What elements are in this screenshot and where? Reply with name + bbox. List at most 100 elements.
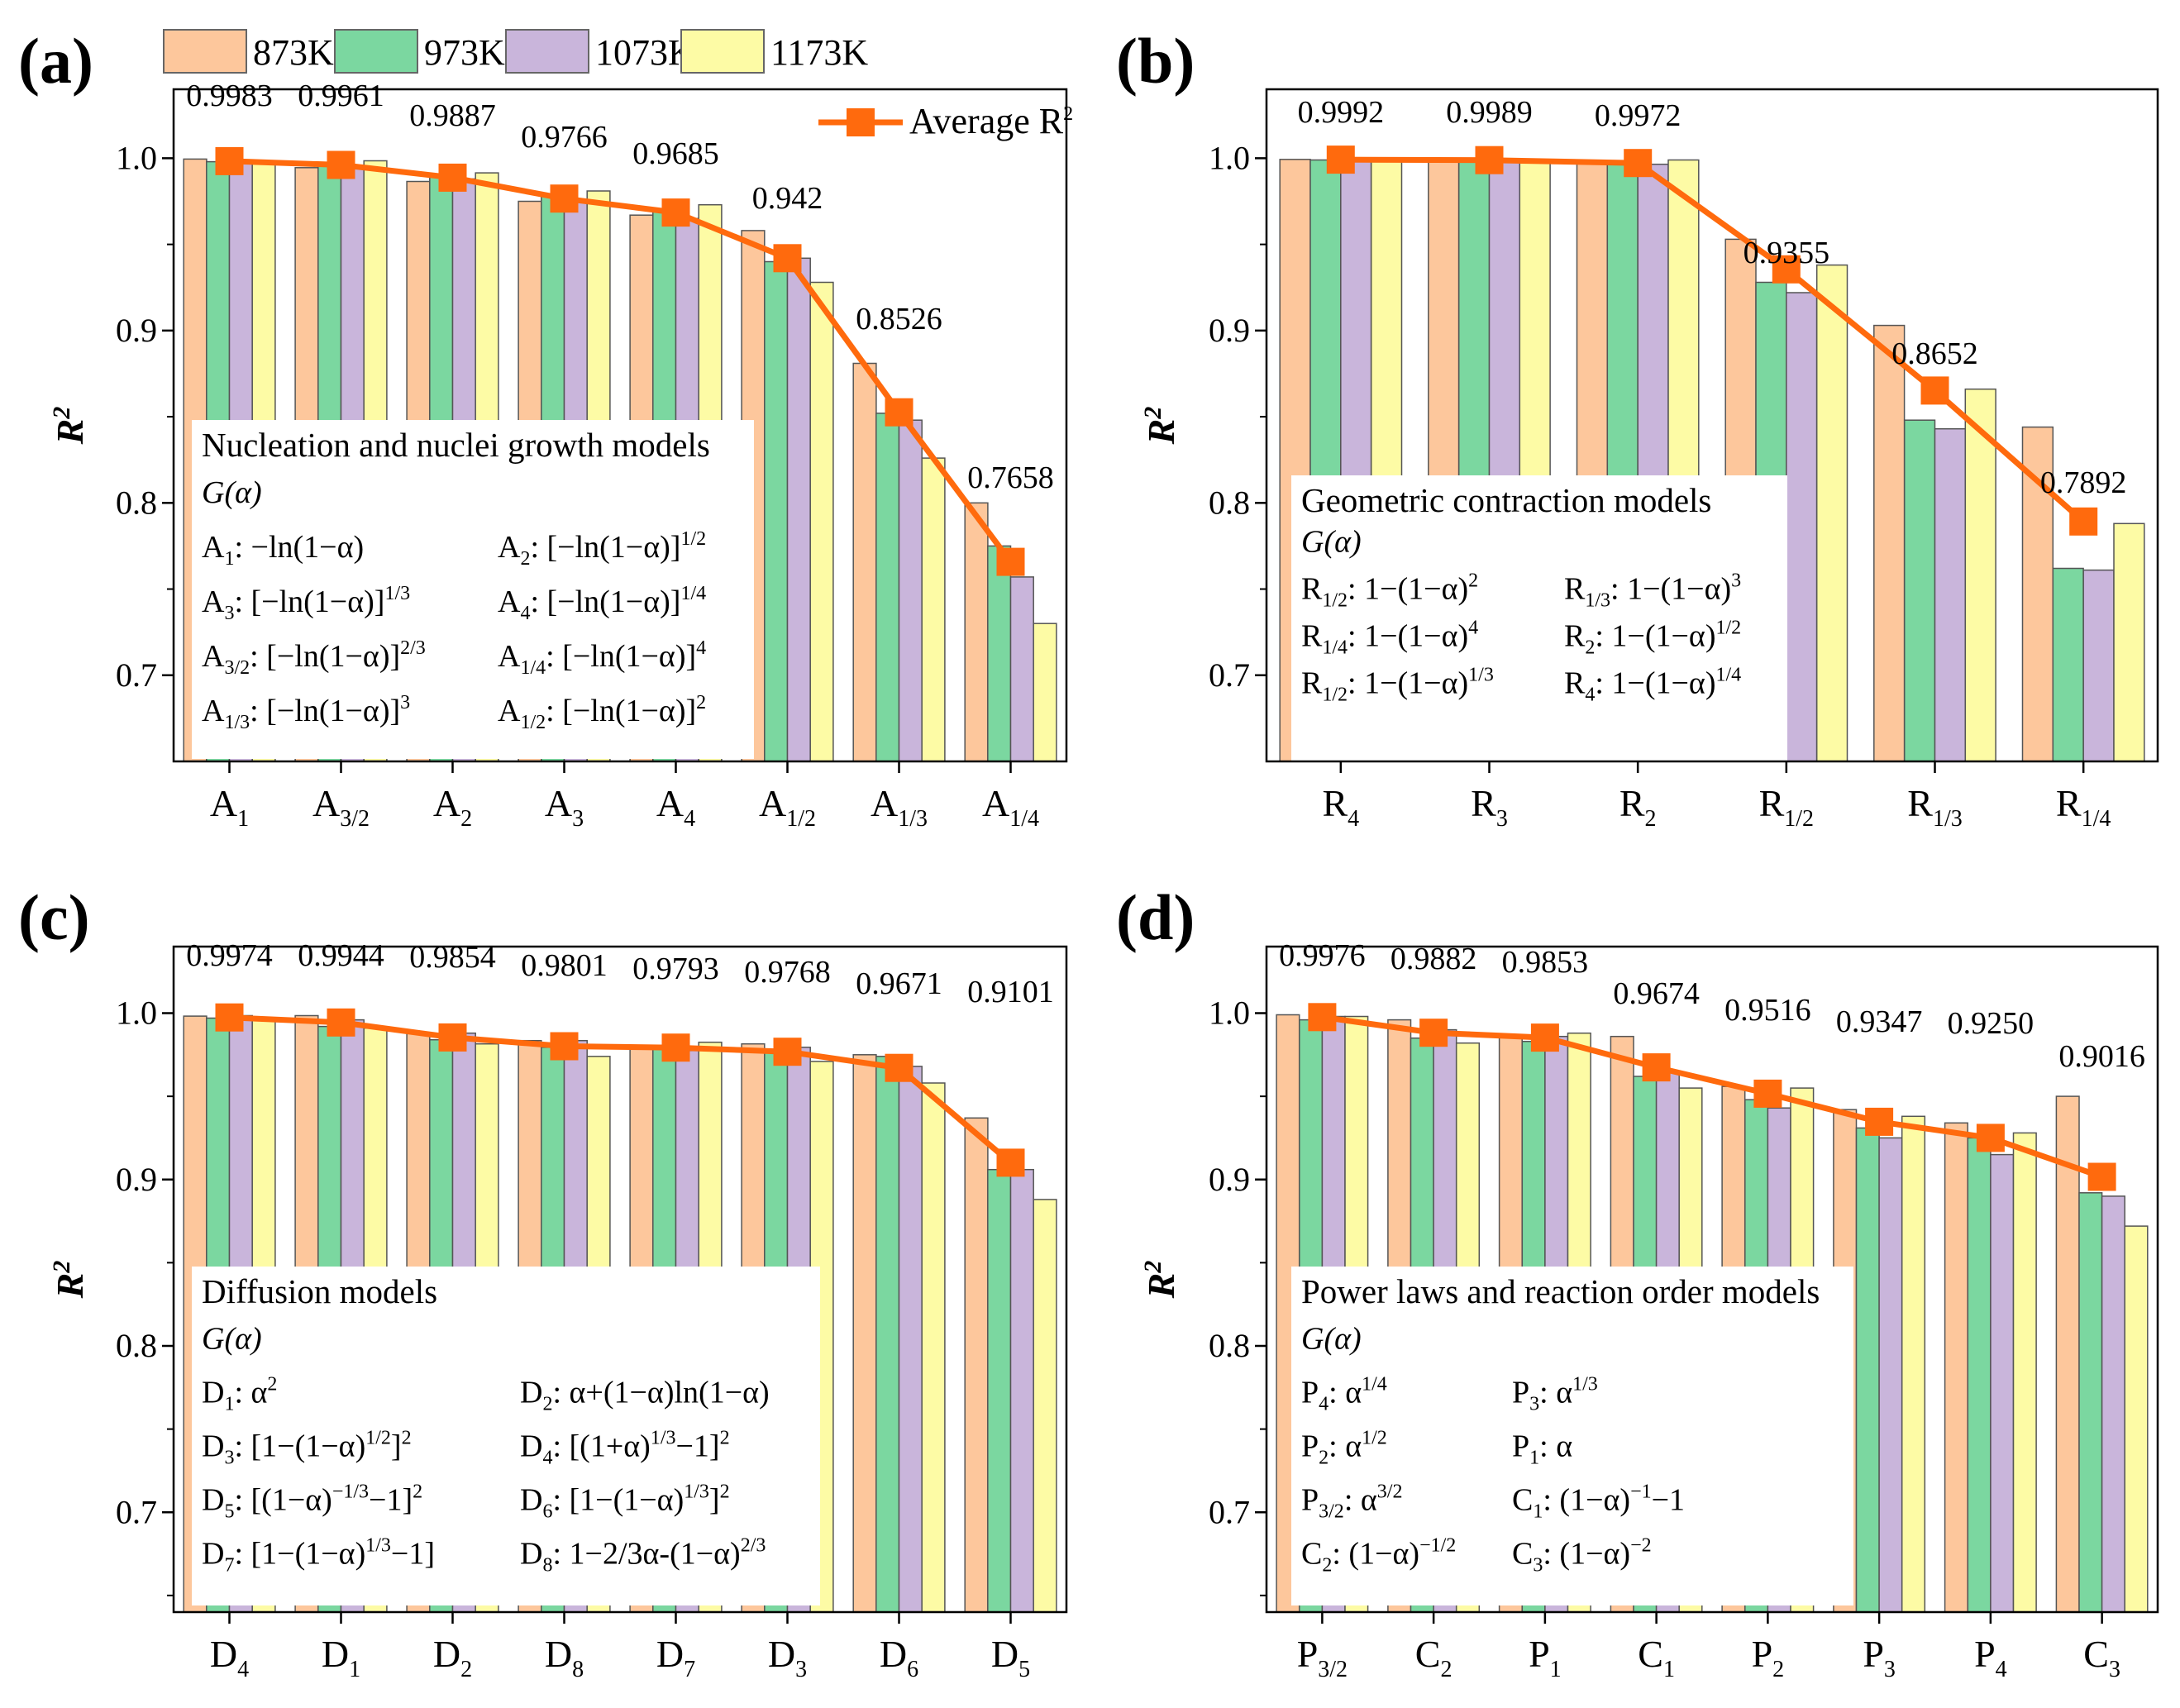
x-tick-label: D8 [545,1633,584,1682]
legend-swatch-873K [163,29,247,74]
model-equation: A1: −ln(1−α) [202,530,364,570]
x-tick-sub: 1 [1550,1657,1562,1682]
eq-sub: 1/2 [1322,684,1348,705]
eq-symbol: D [202,1429,224,1463]
x-tick-main: C [2083,1633,2109,1675]
y-tick-label: 1.0 [116,139,157,176]
eq-symbol: A [202,530,225,565]
average-r2-marker-3 [438,163,467,192]
average-value-label: 0.9685 [632,136,719,171]
model-equation: R1/3: 1−(1−α)3 [1564,570,1741,611]
y-axis-label-sup: 2 [1139,1261,1166,1274]
eq-body: : [(1−α) [234,1482,332,1517]
model-equation: D2: α+(1−α)ln(1−α) [520,1375,770,1415]
eq-sub: 1/2 [1322,589,1348,611]
eq-symbol: R [1564,571,1586,606]
eq-exp: 4 [696,637,706,659]
eq-body: : [−ln(1−α)] [234,584,384,619]
legend-label-973K: 973K [424,32,505,73]
x-tick-label: R3 [1471,782,1508,832]
model-equation: C2: (1−α)−1/2 [1301,1534,1456,1576]
model-textbox-bg [1291,475,1787,761]
x-tick-label: A4 [656,782,695,832]
eq-sub: 4 [520,603,530,624]
eq-symbol: R [1564,618,1586,653]
eq-tail: ] [709,1482,720,1517]
x-tick-label: P2 [1752,1633,1785,1682]
model-equation: P3/2: α3/2 [1301,1481,1402,1522]
x-tick-label: D6 [880,1633,918,1682]
model-equation: A2: [−ln(1−α)]1/2 [498,528,706,570]
eq-exp2: 2 [720,1481,730,1502]
bar-1173K-8 [2124,1225,2149,1613]
average-r2-marker-7 [885,1053,914,1082]
average-value-label: 0.9961 [298,79,384,113]
eq-body: : [−ln(1−α)] [250,694,400,728]
plot-frame [172,945,1068,1614]
x-tick-main: A [312,782,340,824]
plot-frame [1265,945,2159,1614]
eq-sub: 3 [1533,1554,1543,1576]
eq-symbol: R [1564,666,1586,700]
panel-letter: (d) [1116,881,1195,953]
eq-sub: 3/2 [224,657,250,679]
x-tick-label: A3/2 [312,782,370,832]
model-equation: R1/2: 1−(1−α)1/3 [1301,664,1494,705]
eq-sub: 3 [1529,1393,1539,1415]
x-tick-main: D [768,1633,795,1675]
bar-1173K-5 [1964,388,1996,762]
x-tick-sub: 2 [1645,806,1657,832]
eq-exp: 3 [400,692,410,713]
bar-1073K-4 [1786,292,1818,762]
eq-tail: ] [391,1429,402,1463]
eq-symbol: P [1512,1375,1529,1410]
eq-body: : 1−2/3α-(1−α) [552,1536,740,1571]
model-equation: A3/2: [−ln(1−α)]2/3 [202,637,426,679]
model-equation: D5: [(1−α)−1/3−1]2 [202,1481,422,1522]
average-value-label: 0.9882 [1391,942,1477,976]
average-value-label: 0.9944 [298,938,384,973]
average-value-label: 0.9766 [521,120,608,155]
eq-symbol: A [498,530,521,565]
average-r2-marker-2 [1419,1019,1448,1047]
x-tick-label: A1/4 [982,782,1039,832]
bar-1173K-8 [1033,623,1057,762]
eq-sub: 3 [224,603,234,624]
average-value-label: 0.9671 [856,966,942,1001]
x-tick-sub: 6 [907,1657,918,1682]
plot-frame [1265,88,2159,763]
x-tick-sub: 1/4 [2082,806,2111,832]
average-value-label: 0.9016 [2058,1039,2145,1074]
y-tick-label: 0.7 [116,656,157,694]
average-value-label: 0.9976 [1279,938,1366,973]
eq-body: : [1−(1−α) [552,1482,684,1517]
eq-symbol: P [1301,1375,1319,1410]
x-tick-main: D [210,1633,237,1675]
eq-body: : α [1329,1375,1362,1410]
eq-exp: 1/3 [684,1481,709,1502]
model-equation: P3: α1/3 [1512,1373,1598,1415]
eq-symbol: R [1301,571,1323,606]
bar-1073K-6 [1878,1137,1903,1613]
model-textbox-bg [192,420,754,759]
x-tick-main: R [1471,782,1496,824]
x-tick-sub: 3/2 [1318,1657,1348,1682]
legend-label-1173K: 1173K [770,32,868,73]
average-value-label: 0.9347 [1836,1004,1923,1039]
model-equation: D3: [1−(1−α)1/2]2 [202,1427,412,1468]
average-r2-marker-4 [1772,255,1801,284]
eq-sub: 1/4 [520,657,546,679]
x-tick-main: P [1752,1633,1773,1675]
average-value-label: 0.9989 [1446,95,1533,130]
x-tick-main: D [991,1633,1018,1675]
bar-973K-8 [987,1168,1012,1613]
eq-exp: 1/3 [1468,664,1494,685]
model-textbox-g: G(α) [202,1321,262,1356]
x-tick-label: R4 [1322,782,1359,832]
y-axis-label-sup: 2 [48,407,75,420]
panel-letter: (c) [18,881,90,953]
x-tick-main: A [982,782,1009,824]
model-equation: P4: α1/4 [1301,1373,1387,1415]
eq-exp: 2 [696,692,706,713]
